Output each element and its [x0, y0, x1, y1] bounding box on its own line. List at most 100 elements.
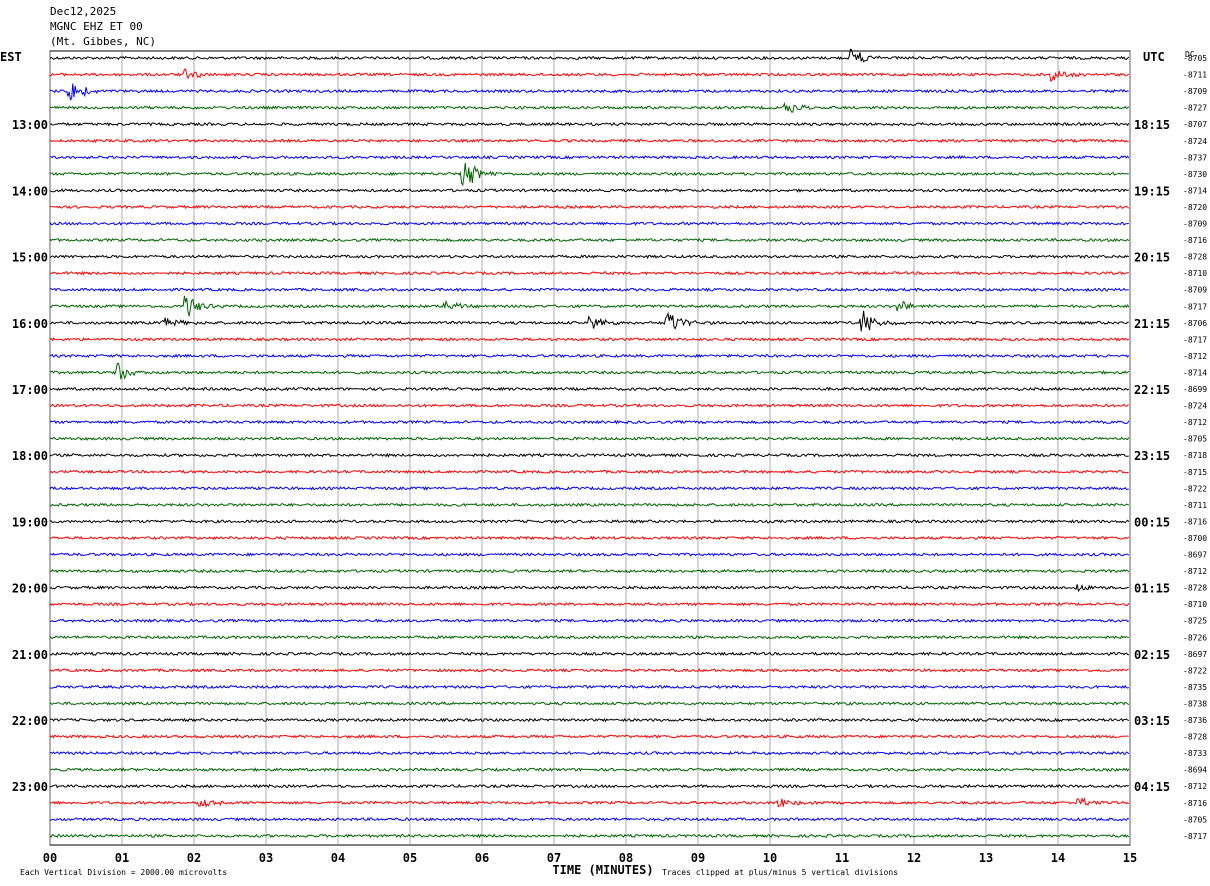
trace-line [49, 833, 1130, 839]
dc-offset-label: -8718 [1183, 451, 1207, 460]
clip-note: Traces clipped at plus/minus 5 vertical … [662, 868, 898, 877]
trace-line [49, 734, 1129, 739]
dc-offset-label: -8711 [1183, 71, 1207, 80]
est-hour-label: 16:00 [12, 317, 48, 331]
utc-hour-label: 23:15 [1134, 449, 1170, 463]
trace-line [49, 502, 1129, 508]
dc-offset-label: -8706 [1183, 319, 1207, 328]
trace-line [49, 386, 1130, 392]
trace-line [49, 584, 1129, 593]
dc-offset-label: -8697 [1183, 650, 1207, 659]
dc-offset-label: -8700 [1183, 534, 1207, 543]
utc-hour-label: 21:15 [1134, 317, 1170, 331]
dc-offset-label: -8714 [1183, 368, 1207, 377]
axis-labels: -8705 -8711 -8709 -8727 -8707 -8724 -8737 -8730… [0, 50, 1207, 877]
dc-offset-label: -8705 [1183, 815, 1207, 824]
x-tick-label: 15 [1123, 851, 1137, 865]
header-location: (Mt. Gibbes, NC) [50, 35, 156, 48]
trace-line [49, 188, 1129, 193]
est-hour-label: 23:00 [12, 780, 48, 794]
trace-line [50, 767, 1130, 772]
dc-offset-label: -8694 [1183, 766, 1207, 775]
trace-line [49, 83, 1129, 101]
seismic-traces [49, 48, 1130, 839]
dc-offset-label: -8727 [1183, 104, 1207, 113]
dc-offset-label: -8724 [1183, 137, 1207, 146]
utc-hour-label: 22:15 [1134, 383, 1170, 397]
dc-offset-label: -8709 [1183, 220, 1207, 229]
trace-line [49, 452, 1129, 458]
est-hour-label: 22:00 [12, 714, 48, 728]
trace-line [49, 684, 1129, 690]
trace-line [49, 717, 1130, 723]
trace-line [49, 101, 1130, 113]
utc-hour-label: 18:15 [1134, 118, 1170, 132]
est-hour-label: 15:00 [12, 251, 48, 265]
trace-line [49, 816, 1130, 822]
dc-offset-label: -8722 [1183, 484, 1207, 493]
dc-offset-label: -8710 [1183, 269, 1207, 278]
x-tick-label: 12 [907, 851, 921, 865]
est-hour-label: 20:00 [12, 582, 48, 596]
utc-hour-label: 02:15 [1134, 648, 1170, 662]
est-hour-label: 18:00 [12, 449, 48, 463]
header-station: MGNC EHZ ET 00 [50, 20, 143, 33]
dc-offset-label: -8735 [1183, 683, 1207, 692]
trace-line [49, 353, 1130, 359]
scale-note: Each Vertical Division = 2000.00 microvo… [20, 868, 227, 877]
trace-line [49, 701, 1130, 706]
utc-hour-label: 03:15 [1134, 714, 1170, 728]
trace-line [49, 362, 1130, 380]
x-tick-label: 00 [43, 851, 57, 865]
x-tick-label: 01 [115, 851, 129, 865]
dc-offset-label: -8728 [1183, 253, 1207, 262]
trace-line [49, 221, 1129, 226]
trace-line [49, 295, 1130, 317]
trace-line [49, 618, 1130, 624]
dc-offset-label: -8726 [1183, 633, 1207, 642]
trace-line [49, 535, 1130, 541]
trace-line [49, 336, 1130, 342]
trace-line [49, 419, 1130, 425]
x-tick-label: 09 [691, 851, 705, 865]
est-hour-label: 21:00 [12, 648, 48, 662]
dc-offset-label: -8710 [1183, 600, 1207, 609]
dc-offset-label: -8707 [1183, 120, 1207, 129]
trace-line [49, 403, 1129, 408]
trace-line [49, 68, 1130, 82]
dc-offset-label: -8709 [1183, 87, 1207, 96]
dc-offset-label: -8712 [1183, 352, 1207, 361]
utc-hour-label: 00:15 [1134, 515, 1170, 529]
trace-line [49, 254, 1130, 259]
trace-line [49, 121, 1130, 127]
trace-line [49, 237, 1130, 243]
trace-line [49, 601, 1130, 607]
x-tick-label: 14 [1051, 851, 1065, 865]
dc-offset-label: -8716 [1183, 799, 1207, 808]
trace-line [49, 519, 1130, 524]
trace-line [49, 634, 1129, 640]
dc-offset-label: -8715 [1183, 468, 1207, 477]
dc-offset-label: -8712 [1183, 418, 1207, 427]
trace-line [49, 138, 1129, 144]
est-hour-label: 14:00 [12, 184, 48, 198]
trace-line [49, 155, 1130, 160]
dc-offset-label: -8725 [1183, 617, 1207, 626]
x-tick-label: 05 [403, 851, 417, 865]
dc-offset-label: -8714 [1183, 186, 1207, 195]
dc-offset-label: -8716 [1183, 517, 1207, 526]
trace-line [49, 568, 1130, 574]
dc-offset-label: -8716 [1183, 236, 1207, 245]
dc-offset-label: -8709 [1183, 286, 1207, 295]
dc-offset-label: -8705 [1183, 435, 1207, 444]
trace-line [49, 436, 1130, 441]
x-tick-label: 10 [763, 851, 777, 865]
dc-offset-label: -8730 [1183, 170, 1207, 179]
dc-offset-label: -8712 [1183, 782, 1207, 791]
est-hour-label: 13:00 [12, 118, 48, 132]
utc-hour-label: 19:15 [1134, 184, 1170, 198]
dc-offset-label: -8736 [1183, 716, 1207, 725]
utc-hour-label: 01:15 [1134, 582, 1170, 596]
x-tick-label: 08 [619, 851, 633, 865]
